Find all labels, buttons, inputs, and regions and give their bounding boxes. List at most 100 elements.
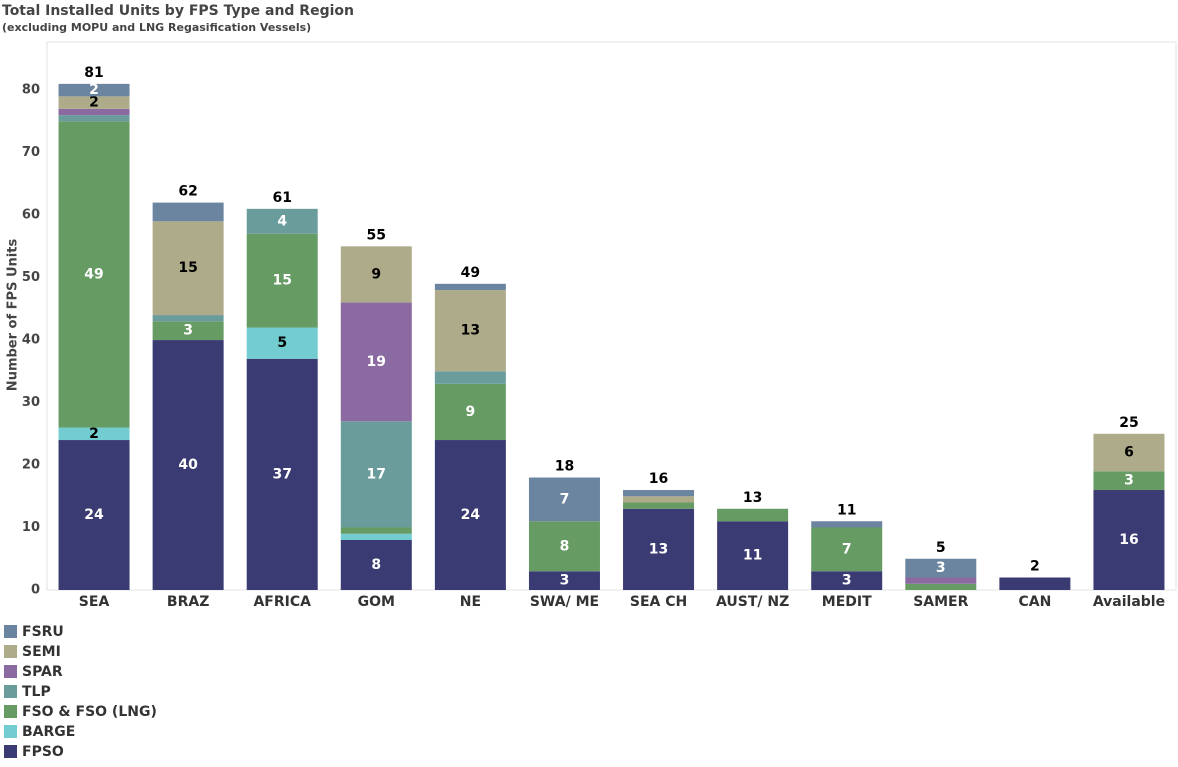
data-label: 16 [1119, 532, 1138, 548]
data-label: 3 [560, 573, 570, 589]
bar-segment [434, 383, 506, 441]
x-tick-label: AUST/ NZ [716, 594, 789, 610]
data-label: 4 [277, 213, 287, 229]
bar-segment [58, 83, 130, 97]
bar-segment [152, 340, 224, 590]
total-label: 25 [1119, 415, 1138, 431]
legend-label: TLP [22, 684, 51, 700]
y-tick-label: 0 [31, 583, 40, 598]
total-label: 18 [555, 459, 574, 475]
data-label: 49 [84, 266, 103, 282]
bar-segment [152, 221, 224, 316]
bar-segment [905, 577, 977, 584]
plot-frame [46, 41, 1177, 591]
data-label: 13 [461, 323, 480, 339]
bar-segment [152, 315, 224, 322]
bar-segment [340, 533, 412, 541]
legend-label: FPSO [22, 744, 64, 760]
data-label: 17 [367, 466, 386, 482]
bar-segment [434, 290, 506, 372]
data-label: 3 [1124, 473, 1134, 489]
data-label: 40 [178, 457, 198, 473]
bar-segment [811, 521, 883, 528]
bar-segment [340, 540, 412, 590]
legend-swatch [4, 685, 17, 698]
bar-segment [905, 583, 977, 590]
legend-swatch [4, 625, 17, 638]
x-tick-label: NE [460, 594, 481, 610]
data-label: 37 [272, 466, 291, 482]
data-label: 15 [178, 260, 197, 276]
legend-swatch [4, 645, 17, 658]
y-tick-label: 10 [22, 520, 40, 535]
x-tick-label: BRAZ [167, 594, 209, 610]
data-label: 2 [89, 95, 99, 111]
bar-segment [434, 371, 506, 384]
x-tick-label: CAN [1018, 594, 1051, 610]
x-tick-label: SEA CH [630, 594, 687, 610]
x-tick-label: SWA/ ME [530, 594, 599, 610]
y-tick-label: 50 [22, 270, 40, 285]
bar-segment [905, 558, 977, 578]
bar-segment [58, 121, 130, 428]
total-label: 61 [272, 190, 291, 206]
bar-segment [811, 527, 883, 572]
y-tick-label: 40 [22, 333, 40, 348]
data-label: 9 [371, 266, 381, 282]
x-tick-label: GOM [358, 594, 395, 610]
bar-segment [152, 202, 224, 222]
y-tick-label: 30 [22, 395, 40, 410]
legend-swatch [4, 665, 17, 678]
bar-segment [717, 521, 789, 590]
legend-swatch [4, 725, 17, 738]
bar-segment [58, 96, 130, 109]
total-label: 16 [649, 471, 668, 487]
x-tick-label: AFRICA [253, 594, 311, 610]
y-tick-label: 20 [22, 458, 40, 473]
y-tick-label: 70 [22, 145, 40, 160]
chart-subtitle: (excluding MOPU and LNG Regasification V… [2, 21, 311, 34]
data-label: 7 [560, 491, 570, 507]
bar-segment [1093, 471, 1165, 491]
bar-segment [1093, 490, 1165, 590]
legend-label: SPAR [22, 664, 63, 680]
total-label: 5 [936, 540, 946, 556]
data-label: 3 [936, 560, 946, 576]
bar-segment [246, 327, 318, 359]
x-tick-label: MEDIT [822, 594, 872, 610]
data-label: 8 [371, 557, 381, 573]
bar-segment [340, 246, 412, 303]
bar-segment [999, 577, 1071, 590]
x-tick-label: Available [1093, 594, 1165, 610]
bar-segment [246, 358, 318, 590]
total-label: 62 [178, 184, 197, 200]
bar-segment [623, 496, 695, 503]
legend-label: BARGE [22, 724, 75, 740]
bar-segment [340, 302, 412, 422]
bar-segment [434, 283, 506, 291]
y-tick-label: 60 [22, 208, 40, 223]
data-label: 11 [743, 548, 762, 564]
chart-title: Total Installed Units by FPS Type and Re… [2, 3, 354, 19]
total-label: 55 [367, 227, 386, 243]
total-label: 2 [1030, 559, 1040, 575]
bar-segment [528, 521, 600, 572]
bar-segment [58, 427, 130, 441]
bar-segment [717, 508, 789, 522]
data-label: 15 [272, 273, 291, 289]
bar-segment [811, 571, 883, 590]
bar-segment [246, 233, 318, 328]
data-label: 8 [560, 538, 570, 554]
data-label: 9 [466, 404, 476, 420]
bar-segment [623, 490, 695, 497]
data-label: 2 [89, 426, 99, 442]
legend-label: FSRU [22, 624, 64, 640]
bar-segment [623, 508, 695, 590]
data-label: 19 [367, 354, 386, 370]
bar-segment [623, 502, 695, 509]
data-label: 5 [277, 335, 287, 351]
bar-segment [1093, 433, 1165, 472]
x-tick-label: SEA [79, 594, 110, 610]
data-label: 7 [842, 541, 852, 557]
